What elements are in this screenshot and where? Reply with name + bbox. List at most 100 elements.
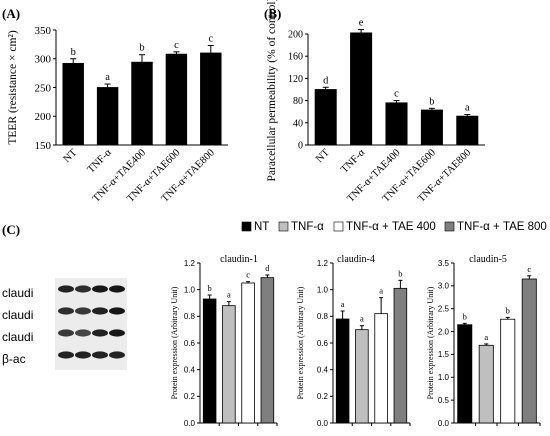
blot-band <box>109 329 125 337</box>
y-tick-label: 1.0 <box>184 285 196 294</box>
bar-tnf <box>355 329 369 424</box>
y-tick-label: 0.6 <box>184 339 196 348</box>
significance-letter: a <box>465 102 470 113</box>
bar-tnf <box>222 305 236 424</box>
panel-label-a: (A) <box>2 6 20 21</box>
chart-title: claudin-5 <box>469 254 507 265</box>
y-tick-label: 0.6 <box>317 339 329 348</box>
legend-swatch-nt <box>241 221 252 232</box>
y-axis-label: TEER (resistance × cm²) <box>7 30 19 145</box>
significance-letter: b <box>139 43 144 54</box>
blot-label-beta-actin: β-ac <box>2 352 26 366</box>
blot-label-claudin-5: claudi <box>2 330 33 344</box>
chart-claudin-4: 0.0 0.2 0.4 0.6 0.8 1.0 1.2 Protein expression … <box>296 254 411 428</box>
significance-letter: b <box>208 283 212 293</box>
significance-letter: e <box>359 18 364 29</box>
y-tick-label: 160 <box>288 52 303 63</box>
x-tick-label: TNF-α <box>339 147 368 176</box>
y-tick-label: 0.5 <box>438 396 450 405</box>
blot-band <box>92 285 108 293</box>
chart-title: claudin-1 <box>220 254 258 265</box>
bar-nt <box>457 324 473 424</box>
chart-permeability: 0 40 80 120 160 200 Paracellular permeability … <box>266 0 485 205</box>
y-tick-label: 0.4 <box>184 365 196 374</box>
significance-letter: c <box>246 270 250 280</box>
bar-tnf <box>350 32 373 146</box>
legend-swatch-tnf <box>278 221 289 232</box>
y-tick-label: 150 <box>35 140 52 152</box>
y-tick-label: 0.0 <box>438 419 450 428</box>
significance-letter: c <box>174 40 179 51</box>
x-tick-label: TNF-α <box>86 147 115 176</box>
y-tick-label: 2.5 <box>438 305 450 314</box>
y-tick-label: 0.2 <box>317 392 329 401</box>
blot-band <box>75 307 91 315</box>
significance-letter: a <box>360 314 364 324</box>
blot-band <box>92 351 108 359</box>
y-tick-label: 1.0 <box>438 373 450 382</box>
blot-band <box>92 329 108 337</box>
y-tick-label: 0.8 <box>317 312 329 321</box>
blot-band <box>75 285 91 293</box>
bar-tnf-tae-400 <box>374 313 388 424</box>
significance-letter: a <box>227 290 231 300</box>
y-tick-label: 0.2 <box>184 392 196 401</box>
bar-tnf <box>96 87 119 146</box>
y-tick-label: 350 <box>35 25 52 37</box>
legend-label-tae400: TNF-α + TAE 400 <box>346 221 436 233</box>
bar-tnf-tae-800 <box>521 278 537 424</box>
y-tick-label: 1.5 <box>438 350 450 359</box>
y-tick-label: 120 <box>288 74 303 85</box>
chart-title: claudin-4 <box>337 254 375 265</box>
y-tick-label: 0.4 <box>317 365 329 374</box>
bar-tnf-tae400 <box>385 102 408 146</box>
bar-tnf-tae800 <box>456 115 479 146</box>
legend-swatch-tae400 <box>333 221 344 232</box>
y-tick-label: 0.0 <box>184 419 196 428</box>
legend-label-tnf: TNF-α <box>291 221 324 233</box>
blot-band <box>75 329 91 337</box>
y-tick-label: 2.0 <box>438 327 450 336</box>
bar-tnf <box>478 344 494 424</box>
bar-tnf-tae-400 <box>500 318 516 424</box>
x-tick-label: NT <box>62 147 80 165</box>
significance-letter: a <box>105 72 110 83</box>
y-axis-label: Paracellular permeability (% of control) <box>266 0 278 181</box>
y-tick-label: 300 <box>35 54 52 66</box>
chart-claudin-1: 0.0 0.2 0.4 0.6 0.8 1.0 1.2 Protein expression … <box>170 254 278 428</box>
y-tick-label: 200 <box>35 111 52 123</box>
significance-letter: b <box>463 311 467 321</box>
significance-letter: d <box>265 263 270 273</box>
significance-letter: a <box>379 286 383 296</box>
y-tick-label: 1.2 <box>317 259 329 268</box>
y-tick-label: 250 <box>35 82 52 94</box>
bar-nt <box>202 298 217 424</box>
legend: NT TNF-α TNF-α + TAE 400 TNF-α + TAE 800 <box>241 221 547 233</box>
y-axis-label: Protein expression (Arbitrary Unit) <box>426 286 435 399</box>
y-tick-label: 0 <box>298 141 303 152</box>
significance-letter: d <box>323 75 329 86</box>
y-tick-label: 1.2 <box>184 259 196 268</box>
y-tick-label: 3.5 <box>438 259 450 268</box>
significance-letter: b <box>506 305 510 315</box>
y-tick-label: 200 <box>288 30 303 41</box>
legend-label-nt: NT <box>254 221 269 233</box>
blot-band <box>58 285 74 293</box>
significance-letter: c <box>208 34 213 45</box>
chart-claudin-5: 0.0 0.5 1.0 1.5 2.0 2.5 3.0 3.5 Protein expressi… <box>426 254 541 428</box>
bar-tnf-tae600 <box>165 53 188 146</box>
y-tick-label: 40 <box>293 118 303 129</box>
y-tick-label: 1.0 <box>317 285 329 294</box>
bar-nt <box>335 318 350 424</box>
blot-band <box>109 285 125 293</box>
y-tick-label: 0.8 <box>184 312 196 321</box>
legend-label-tae800: TNF-α + TAE 800 <box>457 221 547 233</box>
bar-tnf-tae600 <box>420 109 443 146</box>
y-axis-label: Protein expression (Arbitrary Unit) <box>296 286 305 399</box>
blot-label-claudin-4: claudi <box>2 308 33 322</box>
x-tick-label: NT <box>314 147 332 165</box>
blot-band <box>109 351 125 359</box>
y-axis-label: Protein expression (Arbitrary Unit) <box>170 286 179 399</box>
bar-nt <box>314 89 337 146</box>
y-tick-label: 3.0 <box>438 282 450 291</box>
